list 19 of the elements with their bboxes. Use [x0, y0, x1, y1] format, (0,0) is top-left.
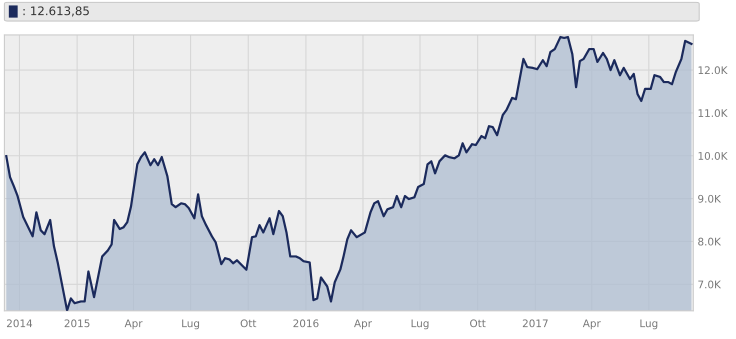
x-tick-label: 2014: [6, 319, 32, 328]
y-tick-label: 10.0K: [698, 152, 728, 160]
y-tick-label: 8.0K: [698, 238, 722, 246]
y-tick-label: 7.0K: [698, 280, 722, 288]
y-tick-label: 12.0K: [698, 66, 728, 74]
x-tick-label: Lug: [182, 320, 200, 330]
x-tick-label: Lug: [412, 320, 428, 330]
x-tick-label: Ott: [240, 319, 256, 328]
text: : 12.613,85: [23, 6, 89, 16]
x-tick-label: Apr: [582, 320, 601, 330]
x-tick-label: 2015: [64, 319, 90, 328]
x-tick-label: Apr: [354, 320, 372, 330]
x-tick-label: Apr: [124, 320, 143, 330]
x-tick-label: 2017: [522, 319, 548, 328]
y-tick-label: 9.0K: [698, 194, 722, 203]
y-tick-label: 11.0K: [698, 109, 728, 118]
x-tick-label: 2016: [293, 319, 319, 328]
x-tick-label: Lug: [640, 320, 658, 330]
x-tick-label: Ott: [470, 319, 486, 328]
